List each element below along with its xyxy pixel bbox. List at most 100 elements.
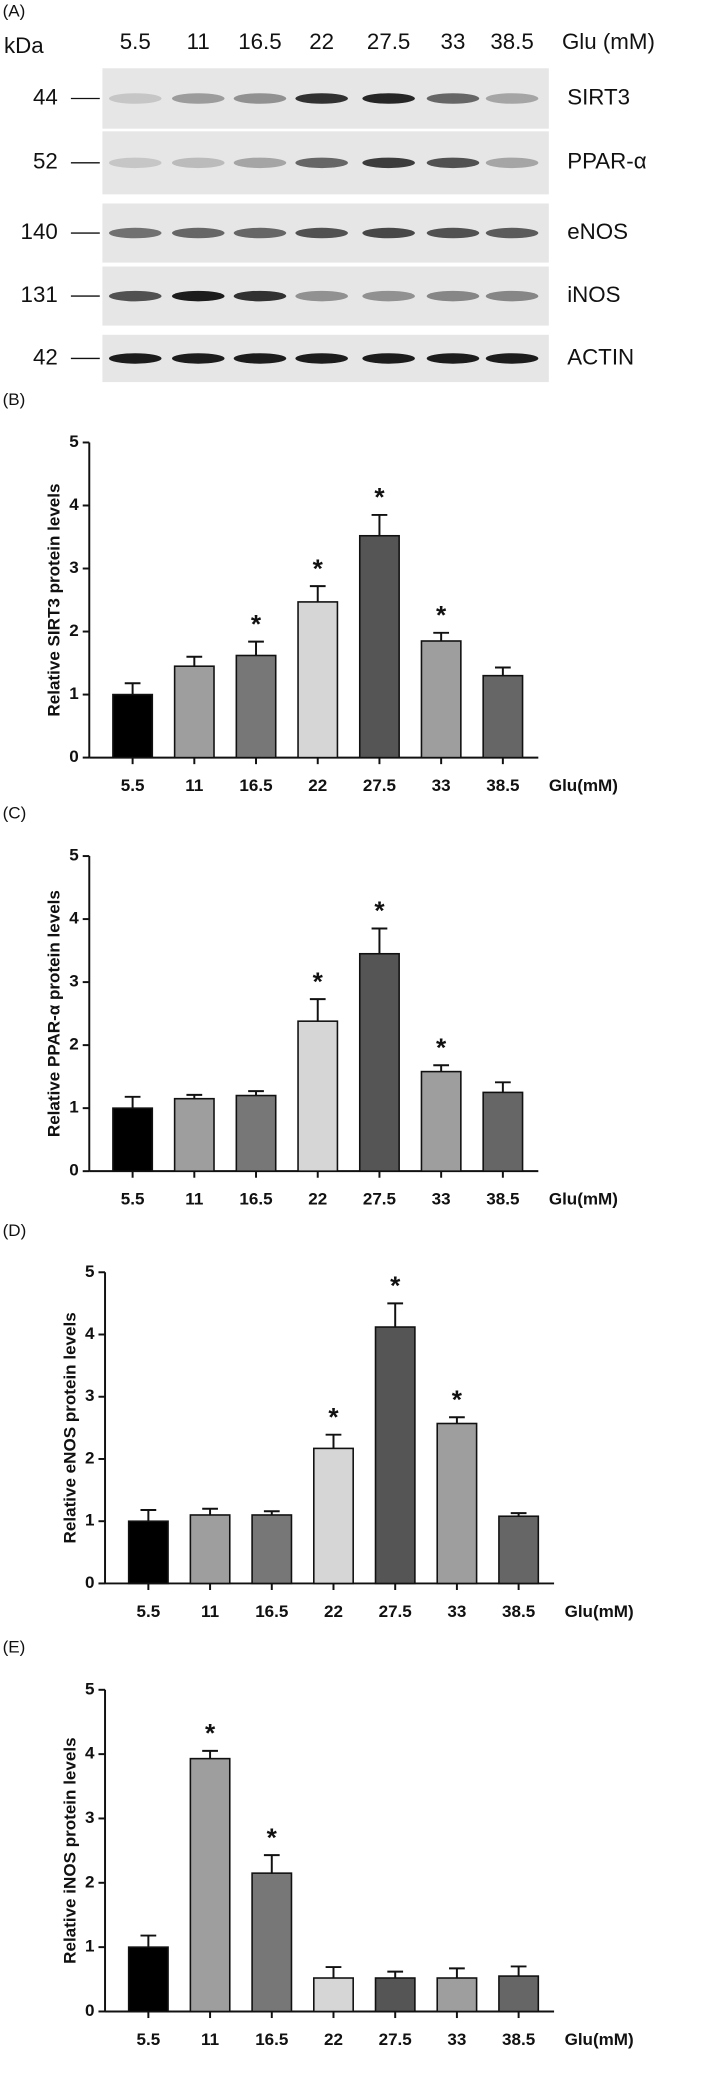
error-bar <box>309 998 326 1022</box>
bar <box>498 1975 540 2013</box>
error-bar <box>140 1509 157 1522</box>
blot-band <box>426 290 480 302</box>
blot-band <box>171 290 225 302</box>
x-tick-label: 5.5 <box>137 1602 161 1621</box>
lane-label: 22 <box>309 29 334 54</box>
significance-star: * <box>251 609 262 639</box>
bar <box>374 1977 416 2013</box>
error-bar <box>140 1934 157 1948</box>
error-bar <box>371 927 388 954</box>
bar <box>436 1422 478 1585</box>
blot-band <box>295 227 348 239</box>
bar <box>436 1977 478 2013</box>
error-bar <box>449 1967 465 1979</box>
x-tick-label: 22 <box>308 1190 327 1209</box>
bar <box>297 1020 339 1172</box>
x-axis-title: Glu(mM) <box>549 776 618 795</box>
error-bar <box>202 1749 218 1759</box>
blot-band <box>108 290 162 302</box>
y-tick-label: 1 <box>69 1098 78 1117</box>
error-bar <box>186 1093 203 1099</box>
blot-band <box>426 157 480 169</box>
x-axis-title: Glu(mM) <box>565 1602 634 1621</box>
lane-label: 33 <box>441 29 466 54</box>
blot-band <box>362 227 415 239</box>
error-bar <box>433 631 450 641</box>
x-tick-label: 33 <box>447 2030 466 2049</box>
x-tick-label: 27.5 <box>379 1602 412 1621</box>
lane-label: 11 <box>187 29 210 54</box>
y-tick-label: 2 <box>69 1035 78 1054</box>
blot-band <box>485 353 539 364</box>
bar <box>173 1097 215 1172</box>
blot-band <box>171 157 225 169</box>
y-axis-title: Relative SIRT3 protein levels <box>45 483 64 716</box>
error-bar <box>325 1966 342 1979</box>
error-bar <box>202 1507 218 1515</box>
x-tick-label: 16.5 <box>239 776 272 795</box>
y-tick-label: 5 <box>85 1262 94 1281</box>
error-bar <box>510 1512 527 1517</box>
y-tick-label: 0 <box>69 1161 78 1180</box>
x-tick-label: 33 <box>432 1190 451 1209</box>
blot-band <box>108 93 162 104</box>
kda-label: 52 <box>33 149 58 174</box>
protein-label: iNOS <box>567 282 620 307</box>
bar <box>127 1946 169 2013</box>
x-tick-label: 16.5 <box>255 1602 288 1621</box>
y-tick-label: 1 <box>85 1511 94 1530</box>
error-bar <box>263 1510 280 1515</box>
y-tick-label: 5 <box>69 846 78 865</box>
y-axis-title: Relative eNOS protein levels <box>60 1312 79 1543</box>
bar <box>374 1326 416 1585</box>
significance-star: * <box>374 482 385 512</box>
blot-band <box>295 353 348 364</box>
unit-label: kDa <box>4 33 44 58</box>
error-bar <box>371 513 388 536</box>
x-tick-label: 22 <box>324 1602 343 1621</box>
panel-label: (D) <box>3 1221 27 1240</box>
bar <box>251 1872 293 2013</box>
y-tick-label: 3 <box>85 1808 94 1827</box>
x-tick-label: 5.5 <box>137 2030 161 2049</box>
blot-band <box>426 93 480 104</box>
blot-band <box>426 353 480 364</box>
bar <box>173 665 215 759</box>
blot-band <box>171 353 225 364</box>
kda-label: 42 <box>33 344 58 369</box>
x-axis-title: Glu(mM) <box>549 1190 618 1209</box>
bar <box>482 1091 524 1172</box>
x-tick-label: 22 <box>324 2030 343 2049</box>
blot-band <box>233 157 287 169</box>
error-bar <box>124 1095 141 1109</box>
kda-label: 140 <box>21 219 58 244</box>
y-tick-label: 1 <box>69 684 78 703</box>
bar <box>420 1070 462 1172</box>
error-bar <box>494 666 511 676</box>
x-axis-title: Glu(mM) <box>565 2030 634 2049</box>
x-tick-label: 11 <box>185 1190 203 1209</box>
x-tick-label: 38.5 <box>502 1602 535 1621</box>
blot-band <box>295 93 348 104</box>
error-bar <box>325 1433 342 1449</box>
blot-band <box>108 157 162 169</box>
y-axis-title: Relative PPAR-α protein levels <box>45 890 64 1137</box>
bar <box>235 1094 277 1172</box>
error-bar <box>186 655 203 667</box>
blot-band <box>233 227 287 239</box>
y-tick-label: 3 <box>69 558 78 577</box>
blot-band <box>233 353 287 364</box>
error-bar <box>449 1416 465 1424</box>
blot-band <box>171 93 225 104</box>
bar <box>112 693 154 759</box>
protein-label: SIRT3 <box>567 84 630 109</box>
bar <box>358 534 400 759</box>
kda-label: 44 <box>33 84 58 109</box>
x-tick-label: 38.5 <box>486 776 519 795</box>
significance-star: * <box>436 600 447 630</box>
panel-label: (C) <box>3 804 27 823</box>
panel-label: (E) <box>3 1637 26 1656</box>
lane-title: Glu (mM) <box>562 29 655 54</box>
error-bar <box>309 585 326 602</box>
protein-label: PPAR-α <box>567 149 647 174</box>
